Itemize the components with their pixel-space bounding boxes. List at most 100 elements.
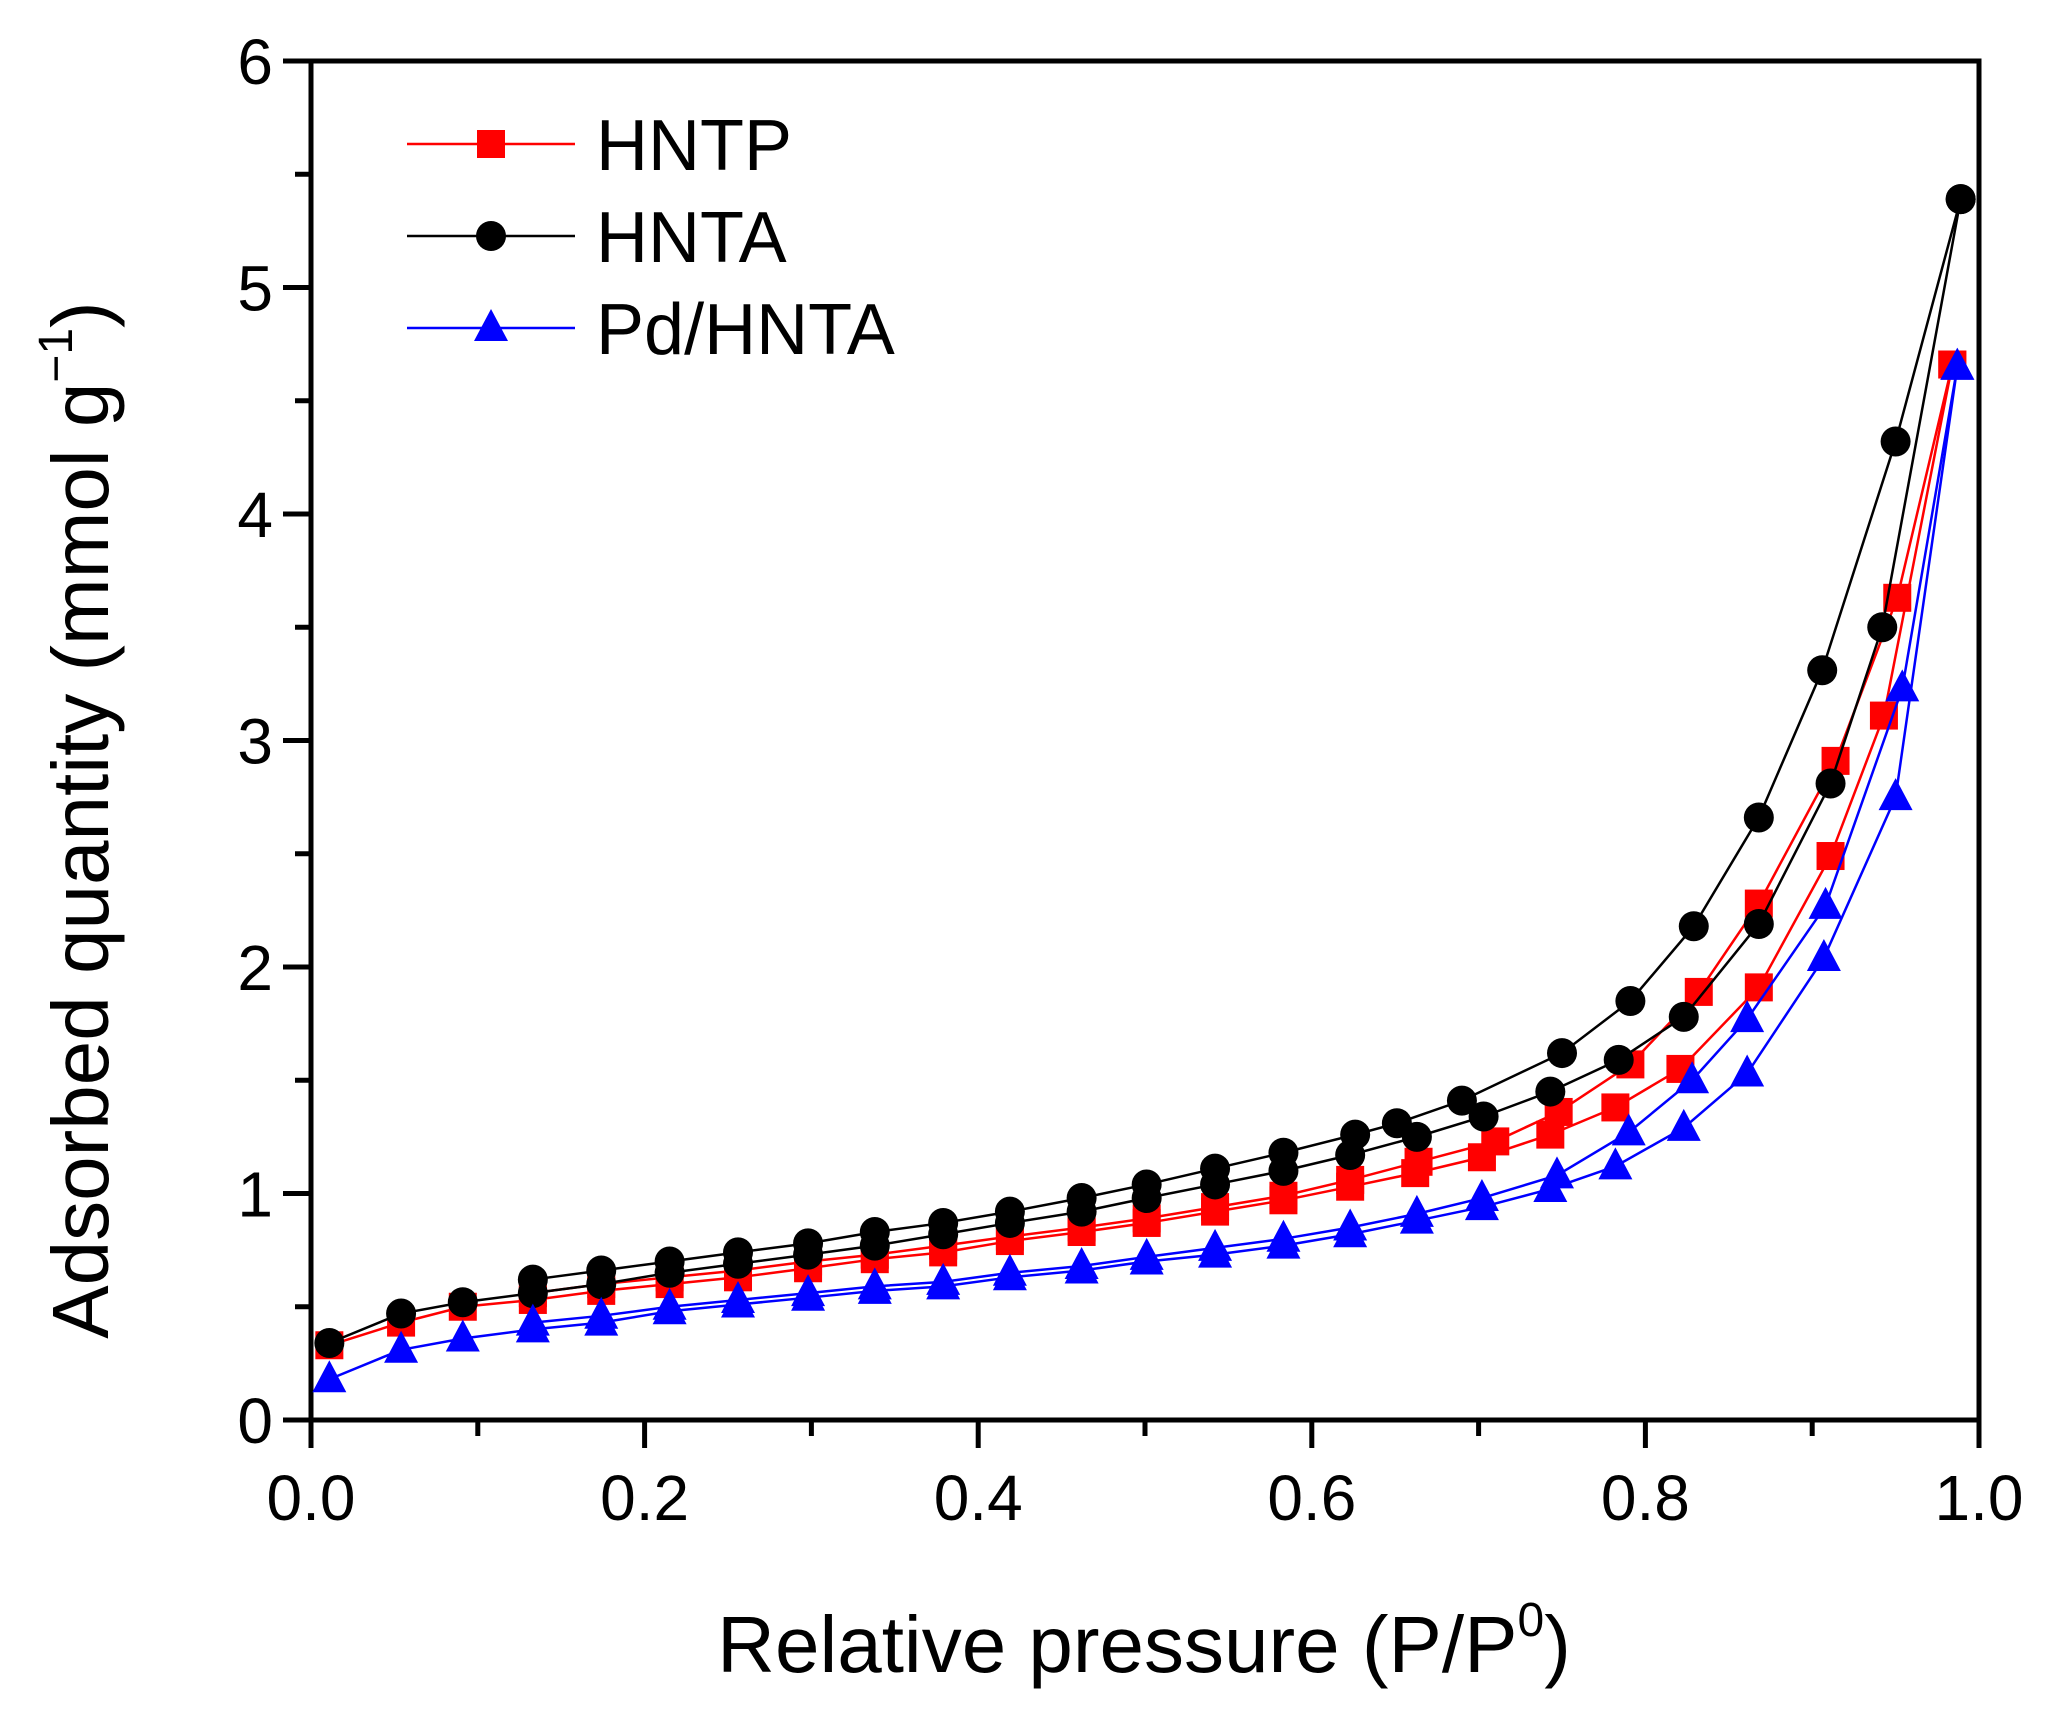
pd-hnta-desorption-point	[584, 1296, 619, 1329]
hnta-desorption-point	[1340, 1119, 1371, 1150]
legend-label: HNTA	[596, 198, 787, 278]
hnta-desorption-point	[994, 1196, 1025, 1227]
pd-hnta-desorption-point	[992, 1253, 1027, 1286]
legend-item-pd-hnta: Pd/HNTA	[407, 290, 895, 370]
pd-hnta-desorption-line	[532, 366, 1959, 1324]
pd-hnta-desorption-point	[1064, 1246, 1099, 1279]
hnta-adsorption-point	[1535, 1076, 1566, 1107]
x-tick-label: 0.2	[600, 1462, 689, 1534]
x-tick-label: 0.4	[934, 1462, 1023, 1534]
y-tick-label: 1	[237, 1159, 273, 1231]
hnta-desorption-point	[1880, 426, 1911, 457]
hntp-desorption-line	[532, 364, 1954, 1295]
pd-hnta-desorption-point	[926, 1262, 961, 1295]
pd-hnta-desorption-point	[1885, 669, 1920, 702]
x-tick-label: 0.0	[267, 1462, 356, 1534]
pd-hnta-desorption-point	[791, 1274, 826, 1307]
hntp-adsorption-point	[1601, 1093, 1630, 1122]
hnta-adsorption-point	[1867, 612, 1898, 643]
pd-hnta-desorption-point	[1129, 1237, 1164, 1270]
legend: HNTP HNTA Pd/HNTA	[407, 106, 895, 370]
pd-hnta-adsorption-point	[1666, 1108, 1701, 1141]
hnta-adsorption-point	[1743, 908, 1774, 939]
pd-hnta-desorption-point	[1198, 1228, 1233, 1261]
x-axis-title: Relative pressure (P/P0)	[717, 1594, 1571, 1689]
pd-hnta-adsorption-point	[1878, 778, 1913, 811]
y-tick-label: 4	[237, 479, 273, 551]
hnta-adsorption-point	[1603, 1044, 1634, 1075]
legend-item-hnta: HNTA	[407, 198, 787, 278]
hnta-adsorption-point	[386, 1298, 417, 1329]
series-hnta	[314, 184, 1976, 1358]
legend-label: Pd/HNTA	[596, 290, 895, 370]
hnta-desorption-point	[1200, 1153, 1231, 1184]
pd-hnta-adsorption-point	[445, 1319, 480, 1352]
x-tick-label: 0.8	[1601, 1462, 1690, 1534]
pd-hnta-desorption-point	[515, 1303, 550, 1336]
hnta-desorption-point	[928, 1207, 959, 1238]
legend-marker-square	[477, 130, 505, 158]
hnta-adsorption-point	[1815, 768, 1846, 799]
hnta-adsorption-point	[447, 1287, 478, 1318]
hnta-desorption-point	[1615, 985, 1646, 1016]
legend-marker-circle	[476, 221, 506, 251]
hnta-desorption-point	[1678, 911, 1709, 942]
hnta-desorption-point	[1807, 655, 1838, 686]
hnta-desorption-line	[532, 198, 1962, 1281]
pd-hnta-adsorption-point	[312, 1360, 347, 1393]
pd-hnta-desorption-point	[1333, 1208, 1368, 1241]
legend-item-hntp: HNTP	[407, 106, 792, 186]
pd-hnta-adsorption-point	[1730, 1054, 1765, 1087]
pd-hnta-desorption-point	[1808, 886, 1843, 919]
hnta-desorption-point	[517, 1264, 548, 1295]
y-axis-title: Adsorbed quantity (mmol g−1)	[30, 301, 125, 1338]
hntp-desorption-point	[1404, 1147, 1433, 1176]
series-layer	[312, 184, 1976, 1393]
hnta-desorption-point	[586, 1255, 617, 1286]
pd-hnta-desorption-point	[1266, 1219, 1301, 1252]
hnta-desorption-point	[654, 1246, 685, 1277]
hntp-desorption-point	[1336, 1165, 1365, 1194]
hnta-desorption-point	[1547, 1038, 1577, 1069]
hnta-adsorption-point	[1468, 1101, 1499, 1132]
x-tick-label: 0.6	[1267, 1462, 1356, 1534]
y-tick-label: 3	[237, 706, 273, 778]
legend-label: HNTP	[596, 106, 792, 186]
pd-hnta-adsorption-point	[1806, 938, 1841, 971]
y-tick-label: 6	[237, 26, 273, 98]
pd-hnta-desorption-point	[721, 1280, 756, 1313]
hnta-desorption-point	[1743, 802, 1774, 833]
hnta-desorption-point	[859, 1217, 890, 1248]
hnta-desorption-point	[1446, 1085, 1477, 1116]
hnta-desorption-point	[1131, 1169, 1162, 1200]
pd-hnta-desorption-point	[1464, 1179, 1499, 1212]
pd-hnta-desorption-point	[1539, 1156, 1574, 1189]
hntp-desorption-point	[1684, 977, 1713, 1006]
hnta-adsorption-point	[314, 1327, 345, 1358]
pd-hnta-adsorption-point	[384, 1330, 419, 1363]
legend-marker-triangle	[474, 309, 508, 341]
pd-hnta-desorption-point	[652, 1287, 687, 1320]
x-tick-label: 1.0	[1935, 1462, 2024, 1534]
hntp-desorption-point	[1481, 1127, 1510, 1156]
pd-hnta-desorption-point	[1675, 1061, 1710, 1094]
y-tick-label: 0	[237, 1385, 273, 1457]
hnta-desorption-point	[1381, 1108, 1412, 1139]
axis-ticks: 0.0 0.2 0.4 0.6 0.8 1.0 0 1 2 3 4 5 6	[237, 26, 2023, 1534]
pd-hnta-desorption-point	[857, 1267, 892, 1300]
hnta-desorption-point	[723, 1237, 754, 1268]
pd-hnta-adsorption-point	[1598, 1147, 1633, 1180]
hnta-adsorption-point	[1668, 1001, 1699, 1032]
y-tick-label: 2	[237, 932, 273, 1004]
hnta-desorption-point	[1066, 1183, 1097, 1214]
pd-hnta-desorption-point	[1730, 1000, 1765, 1033]
hntp-desorption-point	[1269, 1181, 1298, 1210]
pd-hnta-desorption-point	[1399, 1194, 1434, 1227]
series-pd-hnta	[312, 347, 1975, 1393]
hnta-desorption-point	[1945, 184, 1976, 215]
hnta-desorption-point	[793, 1228, 824, 1259]
pd-hnta-desorption-point	[1940, 347, 1975, 380]
pd-hnta-desorption-point	[1611, 1113, 1646, 1146]
y-tick-label: 5	[237, 253, 273, 325]
